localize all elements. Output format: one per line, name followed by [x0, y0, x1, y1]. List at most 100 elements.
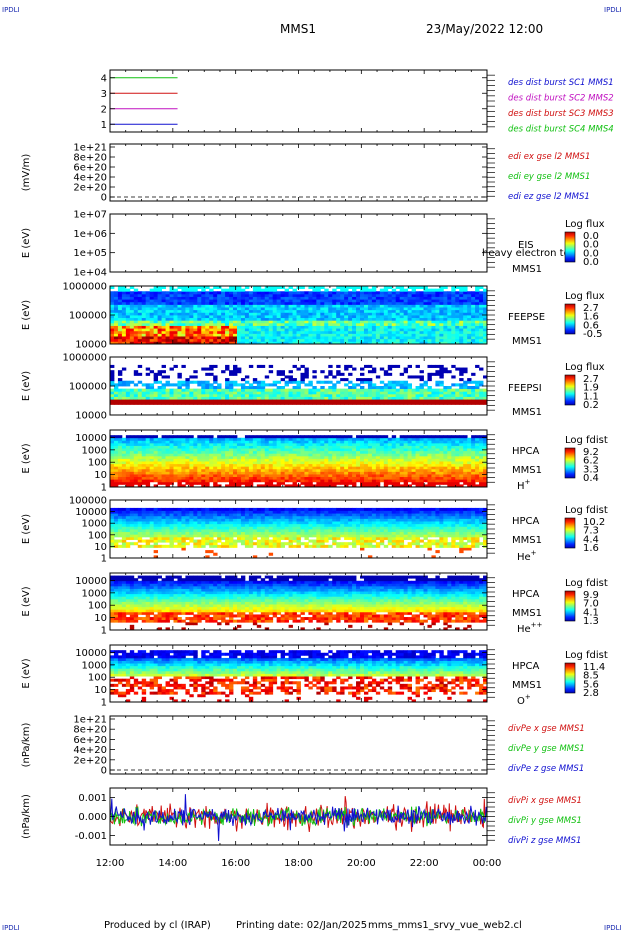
feepsi-cell	[260, 391, 266, 395]
feepsi-cell	[280, 396, 286, 400]
feepse-cell	[221, 328, 226, 332]
hpca_h-cell	[244, 442, 250, 446]
feepsi-cell	[110, 383, 115, 387]
feepsi-cell	[169, 388, 174, 392]
hpca_h-cell	[340, 481, 345, 485]
hpca_h-cell	[260, 484, 266, 488]
hpca_h-cell	[288, 458, 293, 462]
feepsi-cell	[225, 380, 230, 384]
feepsi-cell	[447, 370, 452, 374]
hpca_h-cell	[443, 468, 448, 472]
feepse-cell	[110, 325, 115, 329]
feepsi-cell	[423, 388, 428, 392]
hpca_h-cell	[352, 479, 357, 483]
feepse-cell	[113, 330, 119, 334]
hpca_h-cell	[411, 468, 416, 472]
feepsi-cell	[165, 388, 170, 392]
hpca_h-cell	[312, 455, 317, 459]
feepse-cell	[435, 309, 440, 313]
hpca_h-cell	[399, 450, 405, 454]
feepse-cell	[363, 293, 369, 297]
feepsi-cell	[117, 399, 123, 403]
feepse-cell	[348, 307, 353, 311]
feepse-cell	[193, 296, 198, 300]
hpca_h-cell	[375, 463, 381, 467]
feepse-cell	[419, 330, 424, 334]
feepsi-cell	[137, 393, 143, 397]
hpca_h-cell	[344, 458, 349, 462]
hpca_h-cell	[363, 450, 369, 454]
feepse-cell	[427, 296, 432, 300]
feepse-cell	[435, 293, 440, 297]
feepse-cell	[371, 291, 377, 295]
hpca_h-cell	[173, 445, 178, 449]
hpca_h-cell	[403, 471, 409, 475]
feepse-cell	[375, 341, 381, 345]
hpca_h-cell	[149, 435, 155, 439]
feepse-colorbar-title: Log flux	[565, 291, 605, 302]
feepsi-cell	[371, 396, 377, 400]
feepsi-cell	[367, 391, 373, 395]
feepse-cell	[153, 301, 159, 305]
feepse-cell	[169, 293, 174, 297]
feepse-cell	[415, 304, 420, 308]
feepse-cell	[201, 288, 206, 292]
feepsi-cell	[459, 396, 464, 400]
feepse-cell	[229, 293, 234, 297]
feepse-cell	[363, 320, 369, 324]
hpca_h-cell	[205, 461, 210, 465]
hpca_h-cell	[233, 442, 238, 446]
feepse-cell	[312, 291, 317, 295]
feepsi-cell	[383, 396, 389, 400]
feepse-cell	[379, 317, 385, 321]
feepse-cell	[451, 315, 456, 319]
feepse-cell	[371, 296, 377, 300]
hpca_h-cell	[145, 466, 151, 470]
feepse-cell	[236, 312, 242, 316]
feepsi-cell	[332, 386, 337, 390]
feepse-cell	[177, 317, 182, 321]
hpca_h-cell	[240, 471, 246, 475]
feepse-cell	[209, 322, 214, 326]
feepse-cell	[177, 304, 182, 308]
hpca_h-cell	[264, 442, 270, 446]
feepse-cell	[403, 307, 409, 311]
feepse-cell	[352, 336, 357, 340]
hpca_h-cell	[375, 476, 381, 480]
feepse-cell	[205, 333, 210, 337]
hpca_h-cell	[153, 455, 159, 459]
feepse-cell	[169, 322, 174, 326]
feepse-cell	[161, 299, 166, 303]
hpca_h-cell	[320, 435, 325, 439]
feepse-cell	[407, 320, 412, 324]
feepse-cell	[308, 307, 313, 311]
hpca_h-cell	[161, 474, 166, 478]
hpca_h-cell	[367, 471, 373, 475]
feepsi-cell	[435, 391, 440, 395]
feepse-cell	[332, 293, 337, 297]
feepse-cell	[197, 333, 202, 337]
hpca_h-cell	[169, 450, 174, 454]
feepse-cell	[284, 307, 289, 311]
hpca_h-cell	[117, 461, 123, 465]
feepse-cell	[233, 320, 238, 324]
feepse-cell	[463, 288, 468, 292]
feepse-cell	[352, 291, 357, 295]
feepse-cell	[229, 328, 234, 332]
feepsi-cell	[252, 378, 258, 382]
hpca_h-cell	[435, 445, 440, 449]
hpca_h-cell	[375, 442, 381, 446]
feepsi-cell	[371, 401, 377, 405]
hpca_h-cell	[316, 474, 321, 478]
hpca_h-cell	[185, 481, 190, 485]
feepsi-cell	[201, 383, 206, 387]
feepse-cell	[141, 330, 147, 334]
feepsi-cell	[439, 375, 444, 379]
feepse-cell	[213, 304, 218, 308]
hpca_h-cell	[403, 476, 409, 480]
feepse-cell	[117, 330, 123, 334]
feepsi-cell	[229, 393, 234, 397]
feepse-cell	[264, 304, 270, 308]
hpca_h-cell	[205, 463, 210, 467]
hpca_h-cell	[415, 448, 420, 452]
